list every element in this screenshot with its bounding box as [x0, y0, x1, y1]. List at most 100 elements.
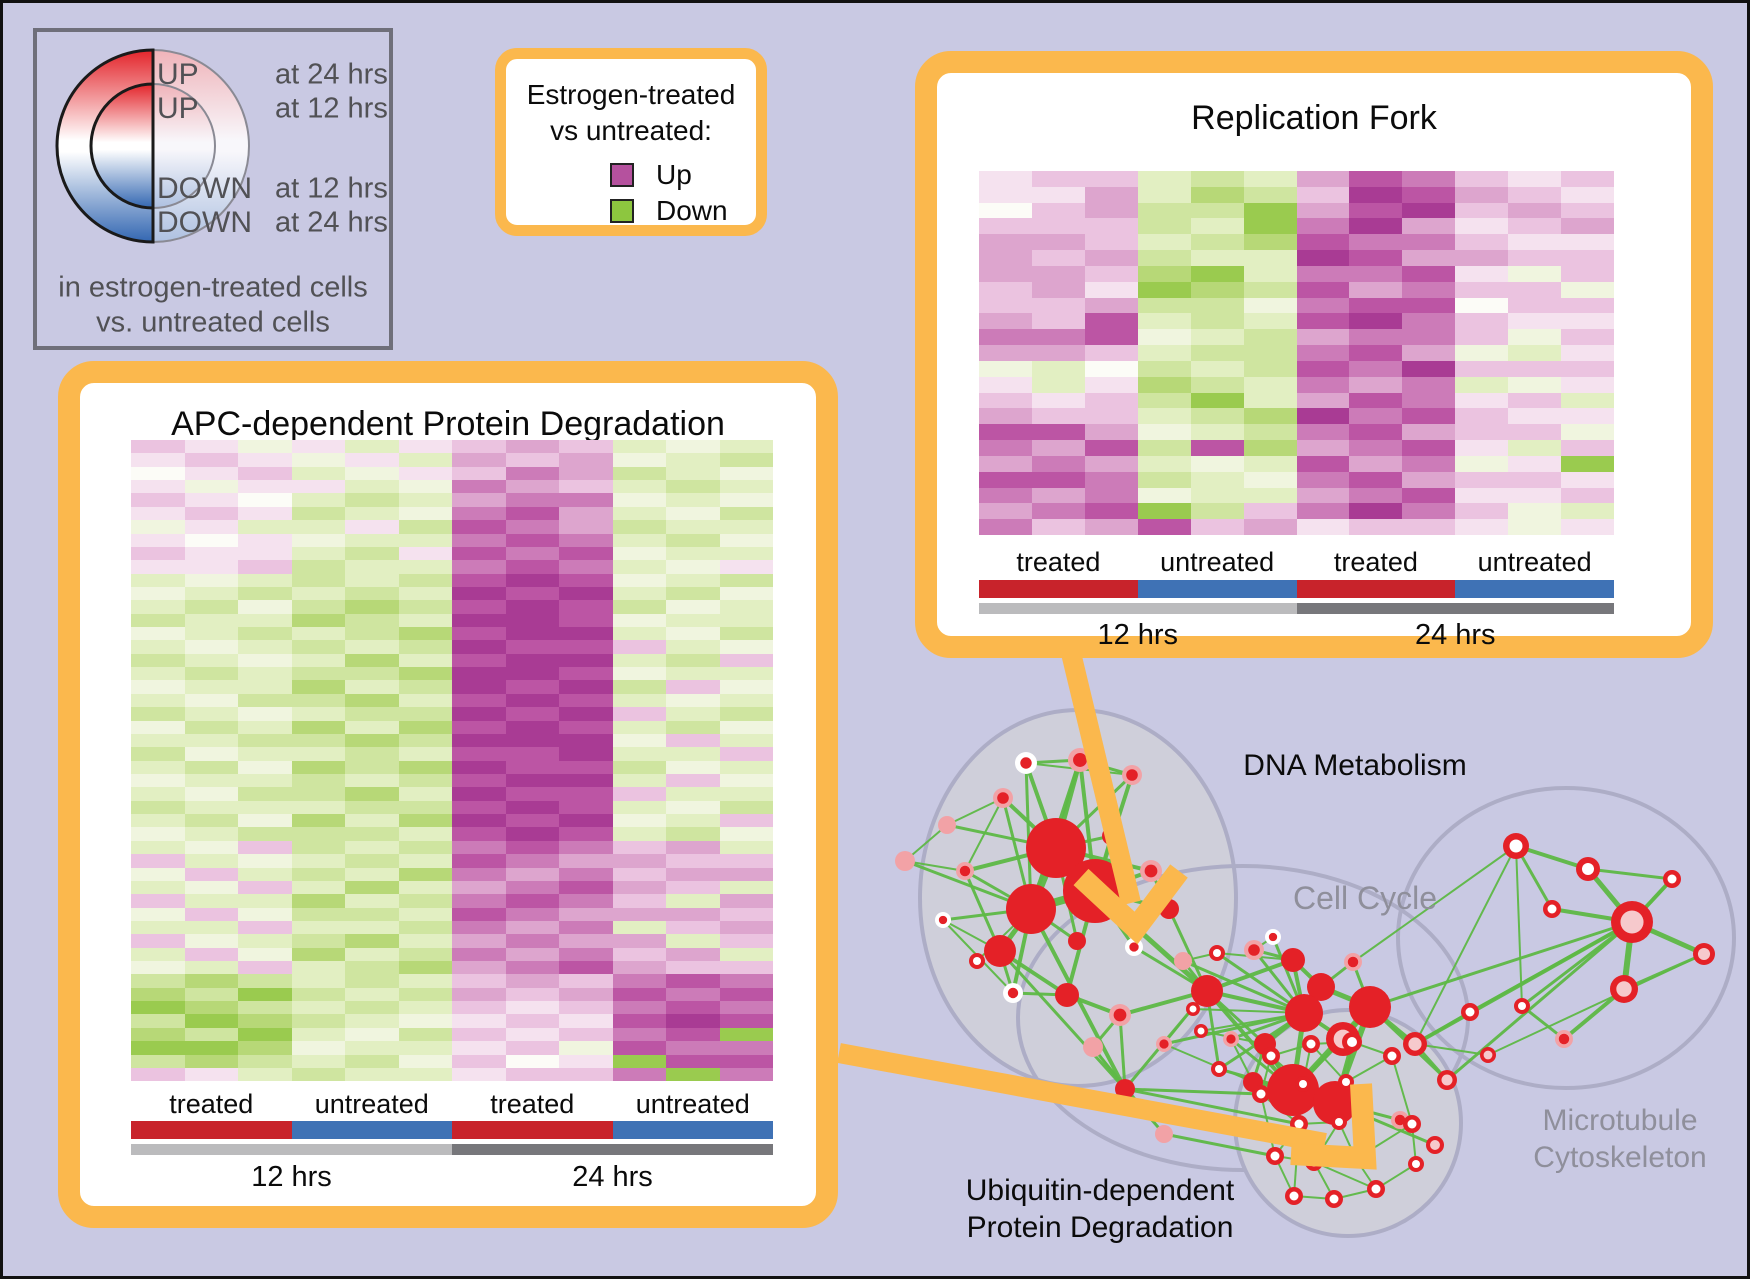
network-node-core [1289, 1191, 1299, 1201]
heatmap-cell [131, 854, 185, 868]
network-node [1115, 1079, 1135, 1099]
heatmap-cell [345, 1067, 399, 1082]
heatmap-cell [559, 1054, 613, 1068]
heatmap-cell [131, 867, 185, 881]
heatmap-cell [1243, 519, 1297, 536]
heatmap-cell [666, 1001, 720, 1015]
heatmap-cell [1031, 408, 1085, 425]
heatmap-cell [1243, 408, 1297, 425]
network-label-microtubule-cytoskeleton: Microtubule Cytoskeleton [1533, 1104, 1707, 1174]
network-node-core [1441, 1074, 1453, 1086]
heatmap-cell [131, 907, 185, 921]
heatmap-cell [1561, 440, 1615, 456]
network-node-core [1268, 932, 1278, 942]
untreated-bar [1455, 580, 1614, 598]
time-label-24hrs: 24 hrs [1414, 619, 1496, 651]
heatmap-cell [291, 600, 345, 614]
network-edge [1391, 1055, 1413, 1125]
heatmap-row [979, 487, 1615, 504]
heatmap-cell [719, 506, 773, 521]
apc-time-bar [131, 1144, 773, 1155]
heatmap-cell [291, 533, 345, 547]
heatmap-cell [612, 533, 666, 547]
heatmap-cell [1137, 408, 1191, 425]
heatmap-cell [1137, 313, 1191, 330]
heatmap-cell [719, 747, 773, 761]
heatmap-cell [1455, 265, 1509, 282]
network-edge [1446, 920, 1633, 1082]
heatmap-cell [131, 814, 185, 828]
heatmap-row [979, 471, 1615, 488]
heatmap-cell [1084, 519, 1138, 536]
heatmap-cell [345, 707, 399, 721]
heatmap-cell [1508, 424, 1562, 441]
heatmap-cell [131, 546, 185, 561]
heatmap-cell [1137, 503, 1191, 520]
heatmap-cell [666, 680, 720, 694]
heatmap-cell [345, 493, 399, 507]
heatmap-cell [345, 653, 399, 668]
network-node-core [1347, 956, 1359, 968]
heatmap-cell [1084, 281, 1138, 298]
heatmap-cell [131, 800, 185, 815]
heatmap-cell [1084, 313, 1138, 330]
heatmap-cell [238, 627, 292, 641]
heatmap-cell [719, 867, 773, 881]
heatmap-cell [345, 787, 399, 801]
comparison-title-line2: vs untreated: [550, 115, 712, 146]
heatmap-cell [1508, 471, 1562, 488]
network-node-core [1465, 1007, 1475, 1017]
heatmap-cell [398, 907, 452, 921]
heatmap-cell [184, 867, 238, 881]
heatmap-cell [238, 653, 292, 668]
network-node [938, 816, 956, 834]
heatmap-cell [559, 827, 613, 841]
network-node-core [938, 915, 948, 925]
heatmap-cell [398, 840, 452, 855]
heatmap-cell [184, 1027, 238, 1042]
heatmap-cell [1137, 455, 1191, 472]
heatmap-cell [452, 613, 506, 628]
heatmap-cell [559, 920, 613, 935]
heatmap-cell [1031, 360, 1085, 377]
heatmap-cell [291, 894, 345, 908]
heatmap-cell [345, 947, 399, 962]
heatmap-cell [291, 974, 345, 988]
heatmap-cell [238, 613, 292, 628]
12hrs-bar [979, 603, 1297, 614]
heatmap-cell [666, 934, 720, 948]
heatmap-cell [184, 800, 238, 815]
heatmap-cell [1455, 455, 1509, 472]
time-label-12hrs: 12 hrs [251, 1161, 332, 1193]
heatmap-cell [666, 733, 720, 748]
heatmap-cell [238, 520, 292, 534]
network-node-core [1294, 1119, 1304, 1129]
heatmap-cell [131, 880, 185, 895]
heatmap-cell [1349, 202, 1403, 219]
heatmap-cell [291, 867, 345, 881]
heatmap-cell [612, 440, 666, 454]
heatmap-cell [1402, 186, 1456, 203]
heatmap-cell [1296, 440, 1350, 456]
heatmap-cell [666, 573, 720, 587]
heatmap-cell [1190, 297, 1244, 314]
heatmap-cell [184, 466, 238, 481]
network-edge [1182, 959, 1305, 1015]
heatmap-cell [452, 961, 506, 975]
heatmap-cell [1402, 281, 1456, 298]
heatmap-cell [1137, 487, 1191, 504]
heatmap-cell [612, 747, 666, 761]
heatmap-cell [612, 987, 666, 1002]
heatmap-cell [452, 600, 506, 614]
heatmap-row [131, 533, 773, 547]
heatmap-cell [1031, 265, 1085, 282]
heatmap-cell [131, 947, 185, 962]
heatmap-cell [1561, 471, 1615, 488]
heatmap-cell [559, 720, 613, 734]
network-edge [1163, 1132, 1276, 1158]
24hrs-bar [452, 1144, 773, 1155]
heatmap-cell [452, 466, 506, 481]
heatmap-cell [505, 961, 559, 975]
heatmap-cell [1455, 345, 1509, 361]
heatmap-cell [1455, 186, 1509, 203]
